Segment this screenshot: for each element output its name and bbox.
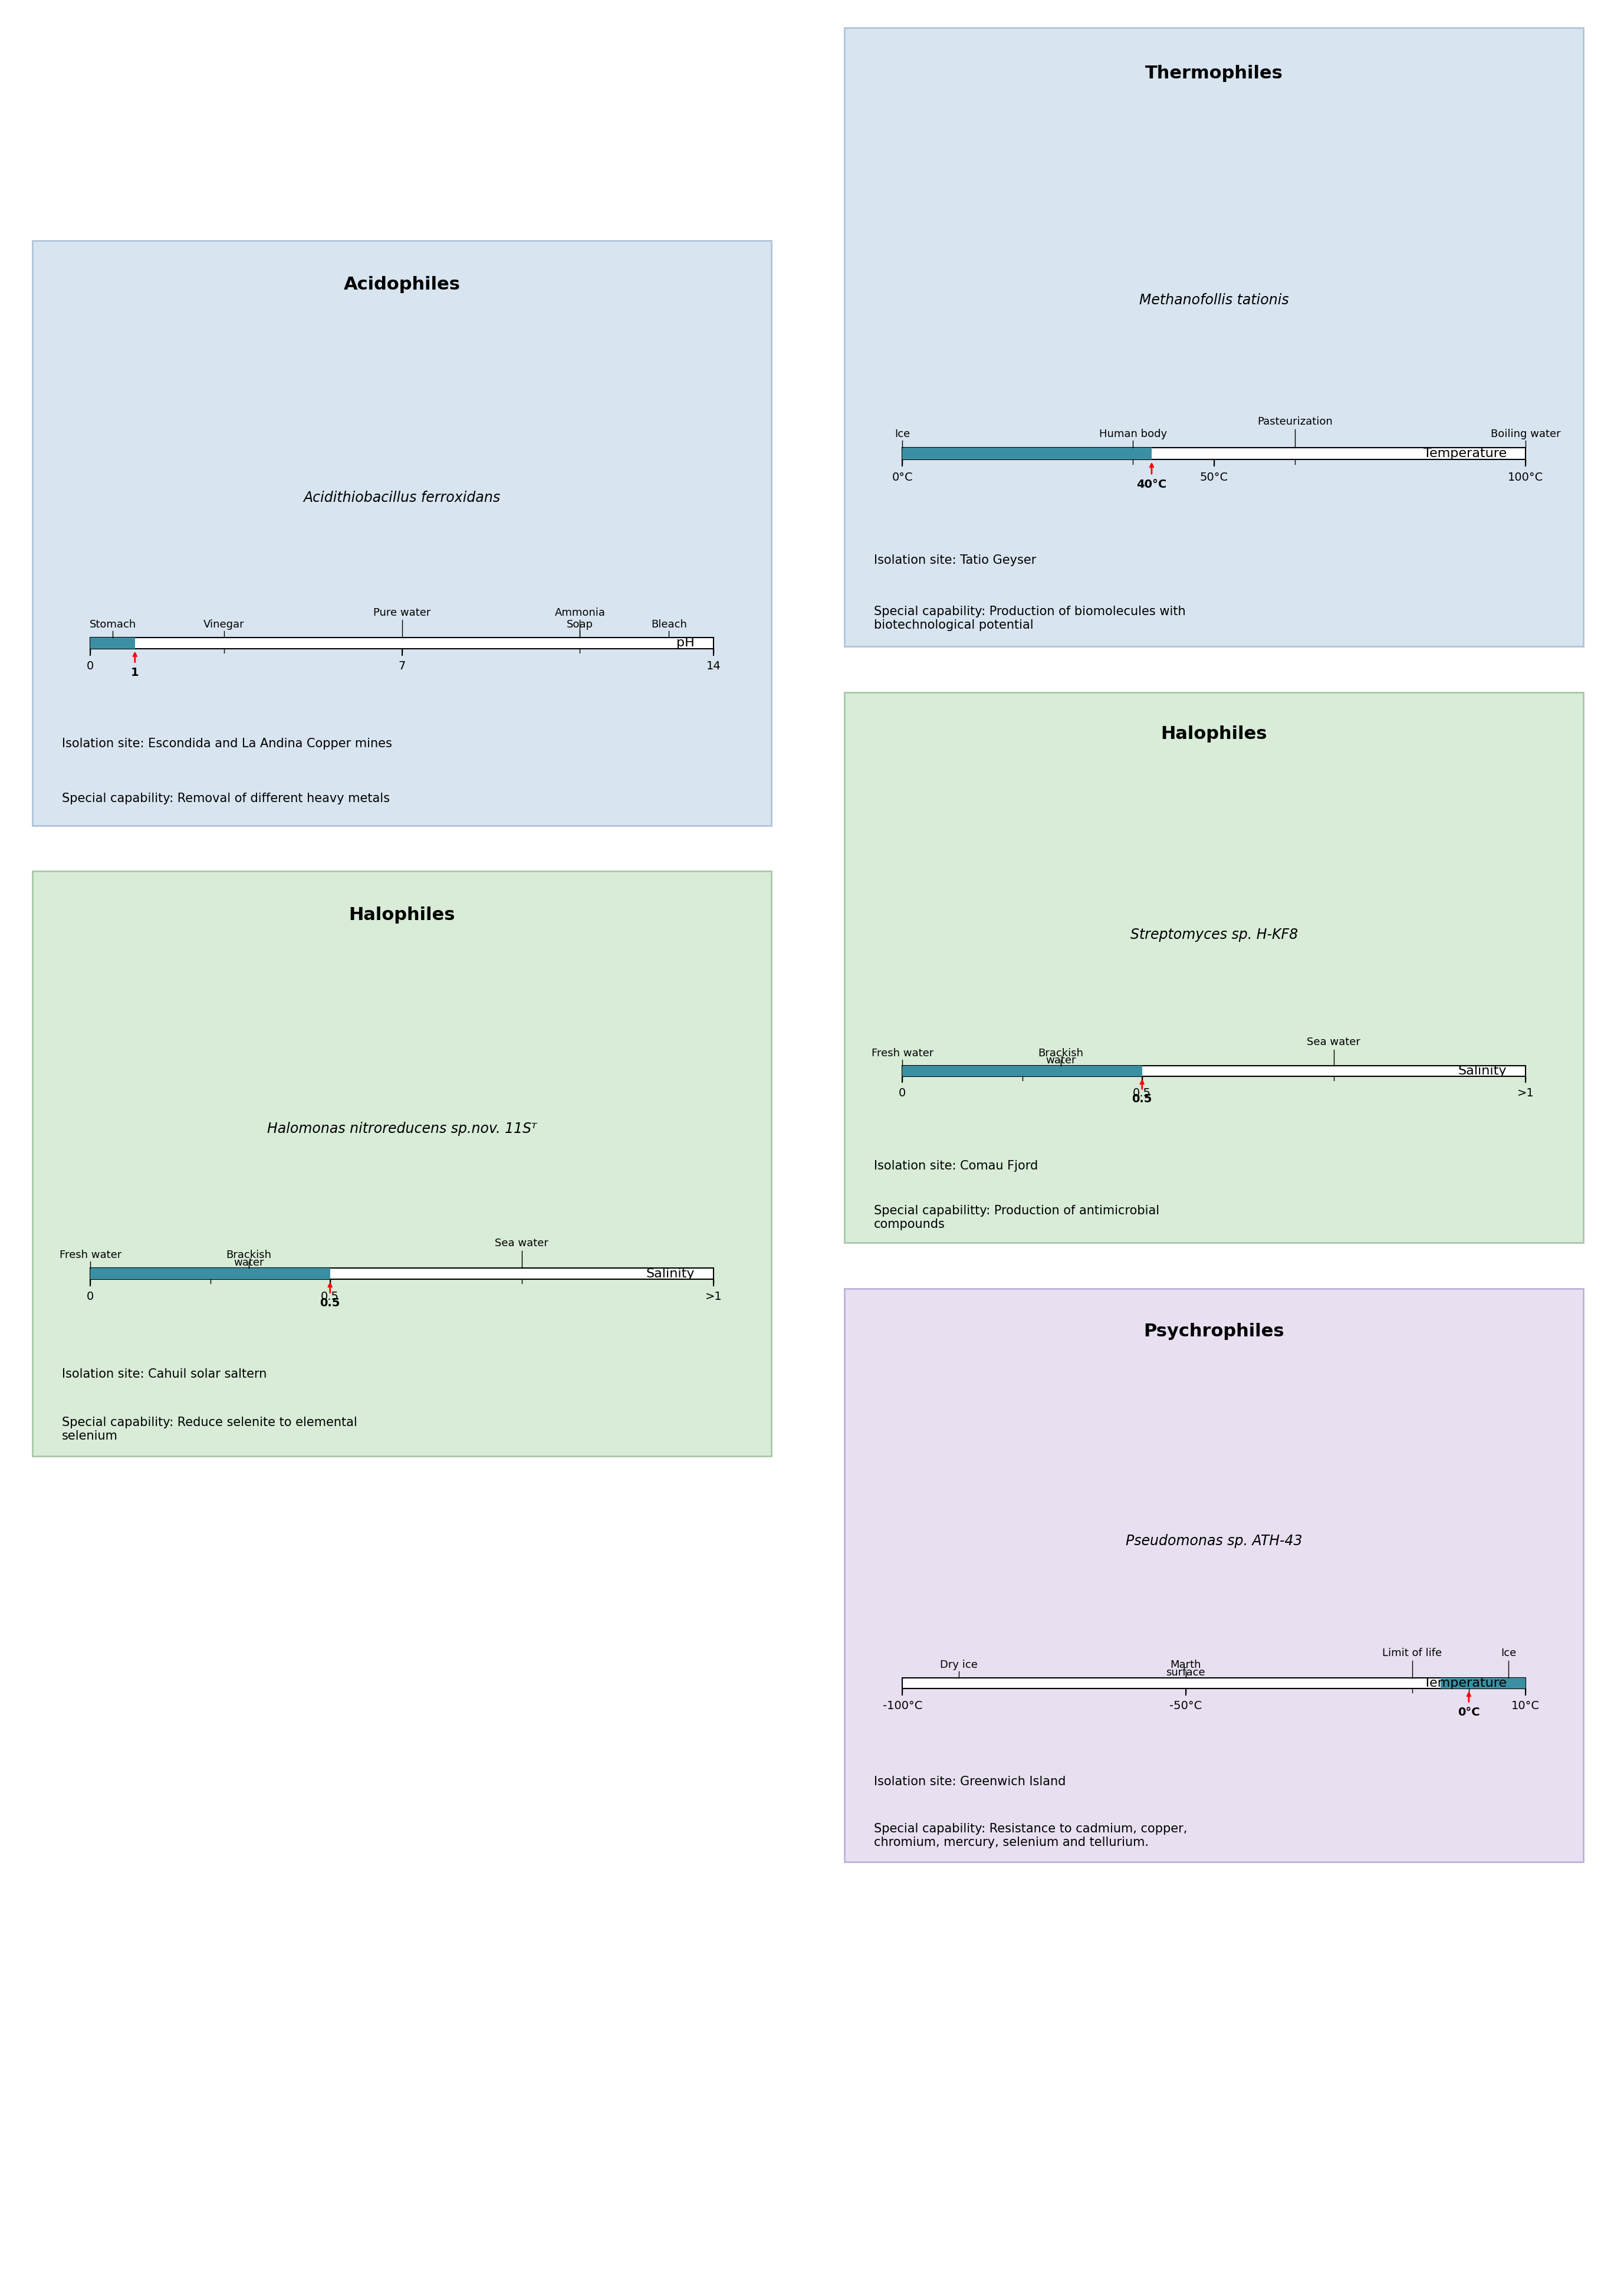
Text: 0.5: 0.5 [1134,1087,1151,1098]
Text: 0.5: 0.5 [320,1298,339,1309]
Text: 7: 7 [398,660,406,672]
Text: Special capability: Reduce selenite to elemental
selenium: Special capability: Reduce selenite to e… [62,1417,357,1442]
Text: water: water [234,1257,263,1268]
Text: Patagonia: Patagonia [844,699,965,718]
Text: Brackish: Brackish [226,1250,271,1261]
Text: water: water [1046,1055,1075,1066]
Bar [903,447,1525,459]
Text: >1: >1 [705,1291,723,1302]
Text: surface: surface [1166,1667,1205,1678]
Text: 0°C: 0°C [892,472,913,484]
Text: Altiplano: Altiplano [844,30,953,48]
Text: Stomach: Stomach [89,619,136,631]
Text: Marth: Marth [1171,1660,1202,1669]
Text: 0: 0 [86,1291,94,1302]
Text: Isolation site: Comau Fjord: Isolation site: Comau Fjord [874,1160,1038,1172]
Text: Ice: Ice [1501,1649,1517,1658]
Text: Halophiles: Halophiles [349,906,455,924]
Text: Special capability: Production of biomolecules with
biotechnological potential: Special capability: Production of biomol… [874,605,1186,631]
Text: Isolation site: Cahuil solar saltern: Isolation site: Cahuil solar saltern [62,1369,266,1380]
Text: Methanofollis tationis: Methanofollis tationis [1138,294,1289,307]
Text: Salinity: Salinity [1458,1066,1507,1078]
Text: Atacama Desert: Atacama Desert [32,243,224,261]
Text: Thermophiles: Thermophiles [1145,64,1283,83]
Text: 0: 0 [898,1087,906,1098]
Bar [903,1678,1525,1688]
Text: Salinity: Salinity [646,1268,695,1279]
Text: Sea water: Sea water [1307,1036,1361,1048]
Text: 1: 1 [132,667,140,679]
Text: -100°C: -100°C [882,1699,922,1711]
Bar [91,637,135,649]
Bar [903,1066,1142,1075]
Text: Halomonas nitroreducens sp.nov. 11Sᵀ: Halomonas nitroreducens sp.nov. 11Sᵀ [266,1121,538,1135]
Text: Temperature: Temperature [1424,1676,1507,1690]
Bar [91,1268,713,1279]
Text: 0°C: 0°C [1458,1706,1479,1717]
Text: Fresh water: Fresh water [872,1048,934,1059]
Text: Fresh water: Fresh water [60,1250,122,1261]
Text: 0: 0 [86,660,94,672]
Text: Bleach: Bleach [651,619,687,631]
Text: Acidophiles: Acidophiles [344,275,460,294]
Text: 10°C: 10°C [1512,1699,1540,1711]
Text: 100°C: 100°C [1507,472,1543,484]
Text: Isolation site: Greenwich Island: Isolation site: Greenwich Island [874,1777,1065,1789]
Text: Dry ice: Dry ice [940,1660,978,1669]
Text: Boiling water: Boiling water [1491,429,1561,440]
Text: Human body: Human body [1099,429,1168,440]
Text: Pure water: Pure water [374,608,430,617]
Text: Soap: Soap [567,619,593,631]
Text: Central region: Central region [32,881,205,899]
Text: Ice: Ice [895,429,909,440]
Text: -50°C: -50°C [1169,1699,1202,1711]
Text: Special capabilitty: Production of antimicrobial
compounds: Special capabilitty: Production of antim… [874,1204,1160,1231]
Text: Pseudomonas sp. ATH-43: Pseudomonas sp. ATH-43 [1125,1534,1302,1548]
Text: Halophiles: Halophiles [1161,725,1267,743]
Text: 40°C: 40°C [1137,479,1166,491]
Bar [1440,1678,1525,1688]
Text: 50°C: 50°C [1200,472,1228,484]
Text: 0.5: 0.5 [1132,1094,1151,1105]
Text: Streptomyces sp. H-KF8: Streptomyces sp. H-KF8 [1130,929,1298,942]
Text: Pasteurization: Pasteurization [1257,417,1333,426]
Text: Isolation site: Escondida and La Andina Copper mines: Isolation site: Escondida and La Andina … [62,738,391,750]
Text: Sea water: Sea water [495,1238,549,1247]
Text: Antarctica: Antarctica [844,1296,968,1314]
Text: >1: >1 [1517,1087,1535,1098]
Text: Ammonia: Ammonia [554,608,606,617]
Bar [91,637,713,649]
Bar [903,1066,1525,1075]
Text: Special capability: Resistance to cadmium, copper,
chromium, mercury, selenium a: Special capability: Resistance to cadmiu… [874,1823,1187,1848]
Text: Psychrophiles: Psychrophiles [1143,1323,1285,1339]
Bar [91,1268,330,1279]
Text: Limit of life: Limit of life [1382,1649,1442,1658]
Text: Acidithiobacillus ferroxidans: Acidithiobacillus ferroxidans [304,491,500,504]
Text: Vinegar: Vinegar [203,619,245,631]
Text: 0.5: 0.5 [322,1291,339,1302]
Text: Special capability: Removal of different heavy metals: Special capability: Removal of different… [62,793,390,805]
Text: 14: 14 [706,660,721,672]
Bar [903,447,1151,459]
Text: Isolation site: Tatio Geyser: Isolation site: Tatio Geyser [874,555,1036,566]
Text: pH: pH [677,637,695,649]
Text: Temperature: Temperature [1424,447,1507,459]
Text: Brackish: Brackish [1038,1048,1083,1059]
